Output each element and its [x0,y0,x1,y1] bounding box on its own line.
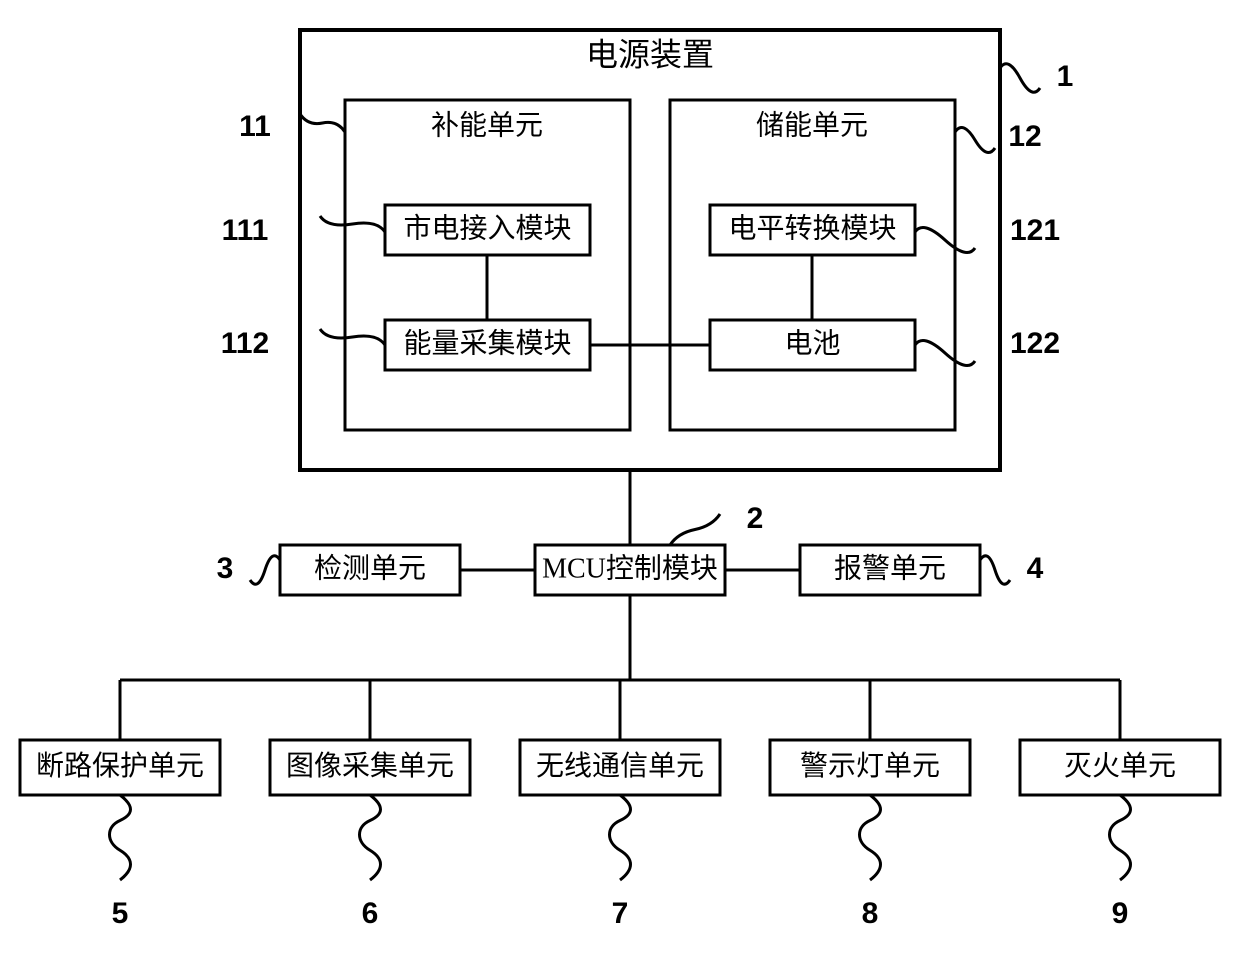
ref-leader-5 [110,795,131,880]
alarm_unit-label: 报警单元 [834,552,946,584]
wireless-label: 无线通信单元 [536,750,704,782]
mcu-label: MCU控制模块 [542,552,718,584]
ref-number-4: 4 [1027,552,1044,585]
supply_unit-label: 补能单元 [431,109,543,141]
ref-leader-112 [320,329,385,345]
ref-number-7: 7 [612,897,629,930]
power_device-label: 电源装置 [586,36,714,72]
ref-number-12: 12 [1008,120,1041,153]
fire_unit-label: 灭火单元 [1064,750,1176,782]
ref-number-9: 9 [1112,897,1129,930]
ref-leader-121 [915,228,975,253]
ref-number-2: 2 [747,502,764,535]
ref-number-121: 121 [1010,214,1060,247]
ref-leader-8 [860,795,881,880]
power_device-box [300,30,1000,470]
level_module-label: 电平转换模块 [728,212,896,244]
breaker-label: 断路保护单元 [36,750,204,782]
ref-leader-9 [1110,795,1131,880]
connectors [120,255,1120,740]
ref-leader-7 [610,795,631,880]
ref-leader-12 [955,128,995,153]
mains_module-label: 市电接入模块 [403,212,571,244]
ref-leader-6 [360,795,381,880]
ref-leader-11 [300,114,345,132]
ref-number-122: 122 [1010,327,1060,360]
ref-number-1: 1 [1057,60,1074,93]
ref-number-11: 11 [239,110,271,143]
ref-leader-111 [320,216,385,232]
detect_unit-label: 检测单元 [314,552,426,584]
ref-callouts: 1111211111212112223456789 [110,60,1131,930]
block-diagram: 电源装置补能单元 储能单元市电接入模块能量采集模块 电平转换模块电池检测单元 MCU控… [0,0,1240,958]
ref-leader-3 [250,556,280,584]
harvest_module-label: 能量采集模块 [403,327,571,359]
ref-number-111: 111 [222,214,269,247]
battery-label: 电池 [784,327,840,359]
ref-leader-4 [980,556,1010,584]
ref-number-112: 112 [221,327,269,360]
ref-number-3: 3 [217,552,234,585]
ref-leader-2 [670,514,720,545]
image_unit-label: 图像采集单元 [286,750,454,782]
light_unit-label: 警示灯单元 [800,750,940,782]
storage_unit-label: 储能单元 [756,109,868,141]
ref-number-8: 8 [862,897,879,930]
ref-leader-1 [1000,64,1040,92]
ref-number-5: 5 [112,897,129,930]
ref-number-6: 6 [362,897,379,930]
ref-leader-122 [915,341,975,366]
